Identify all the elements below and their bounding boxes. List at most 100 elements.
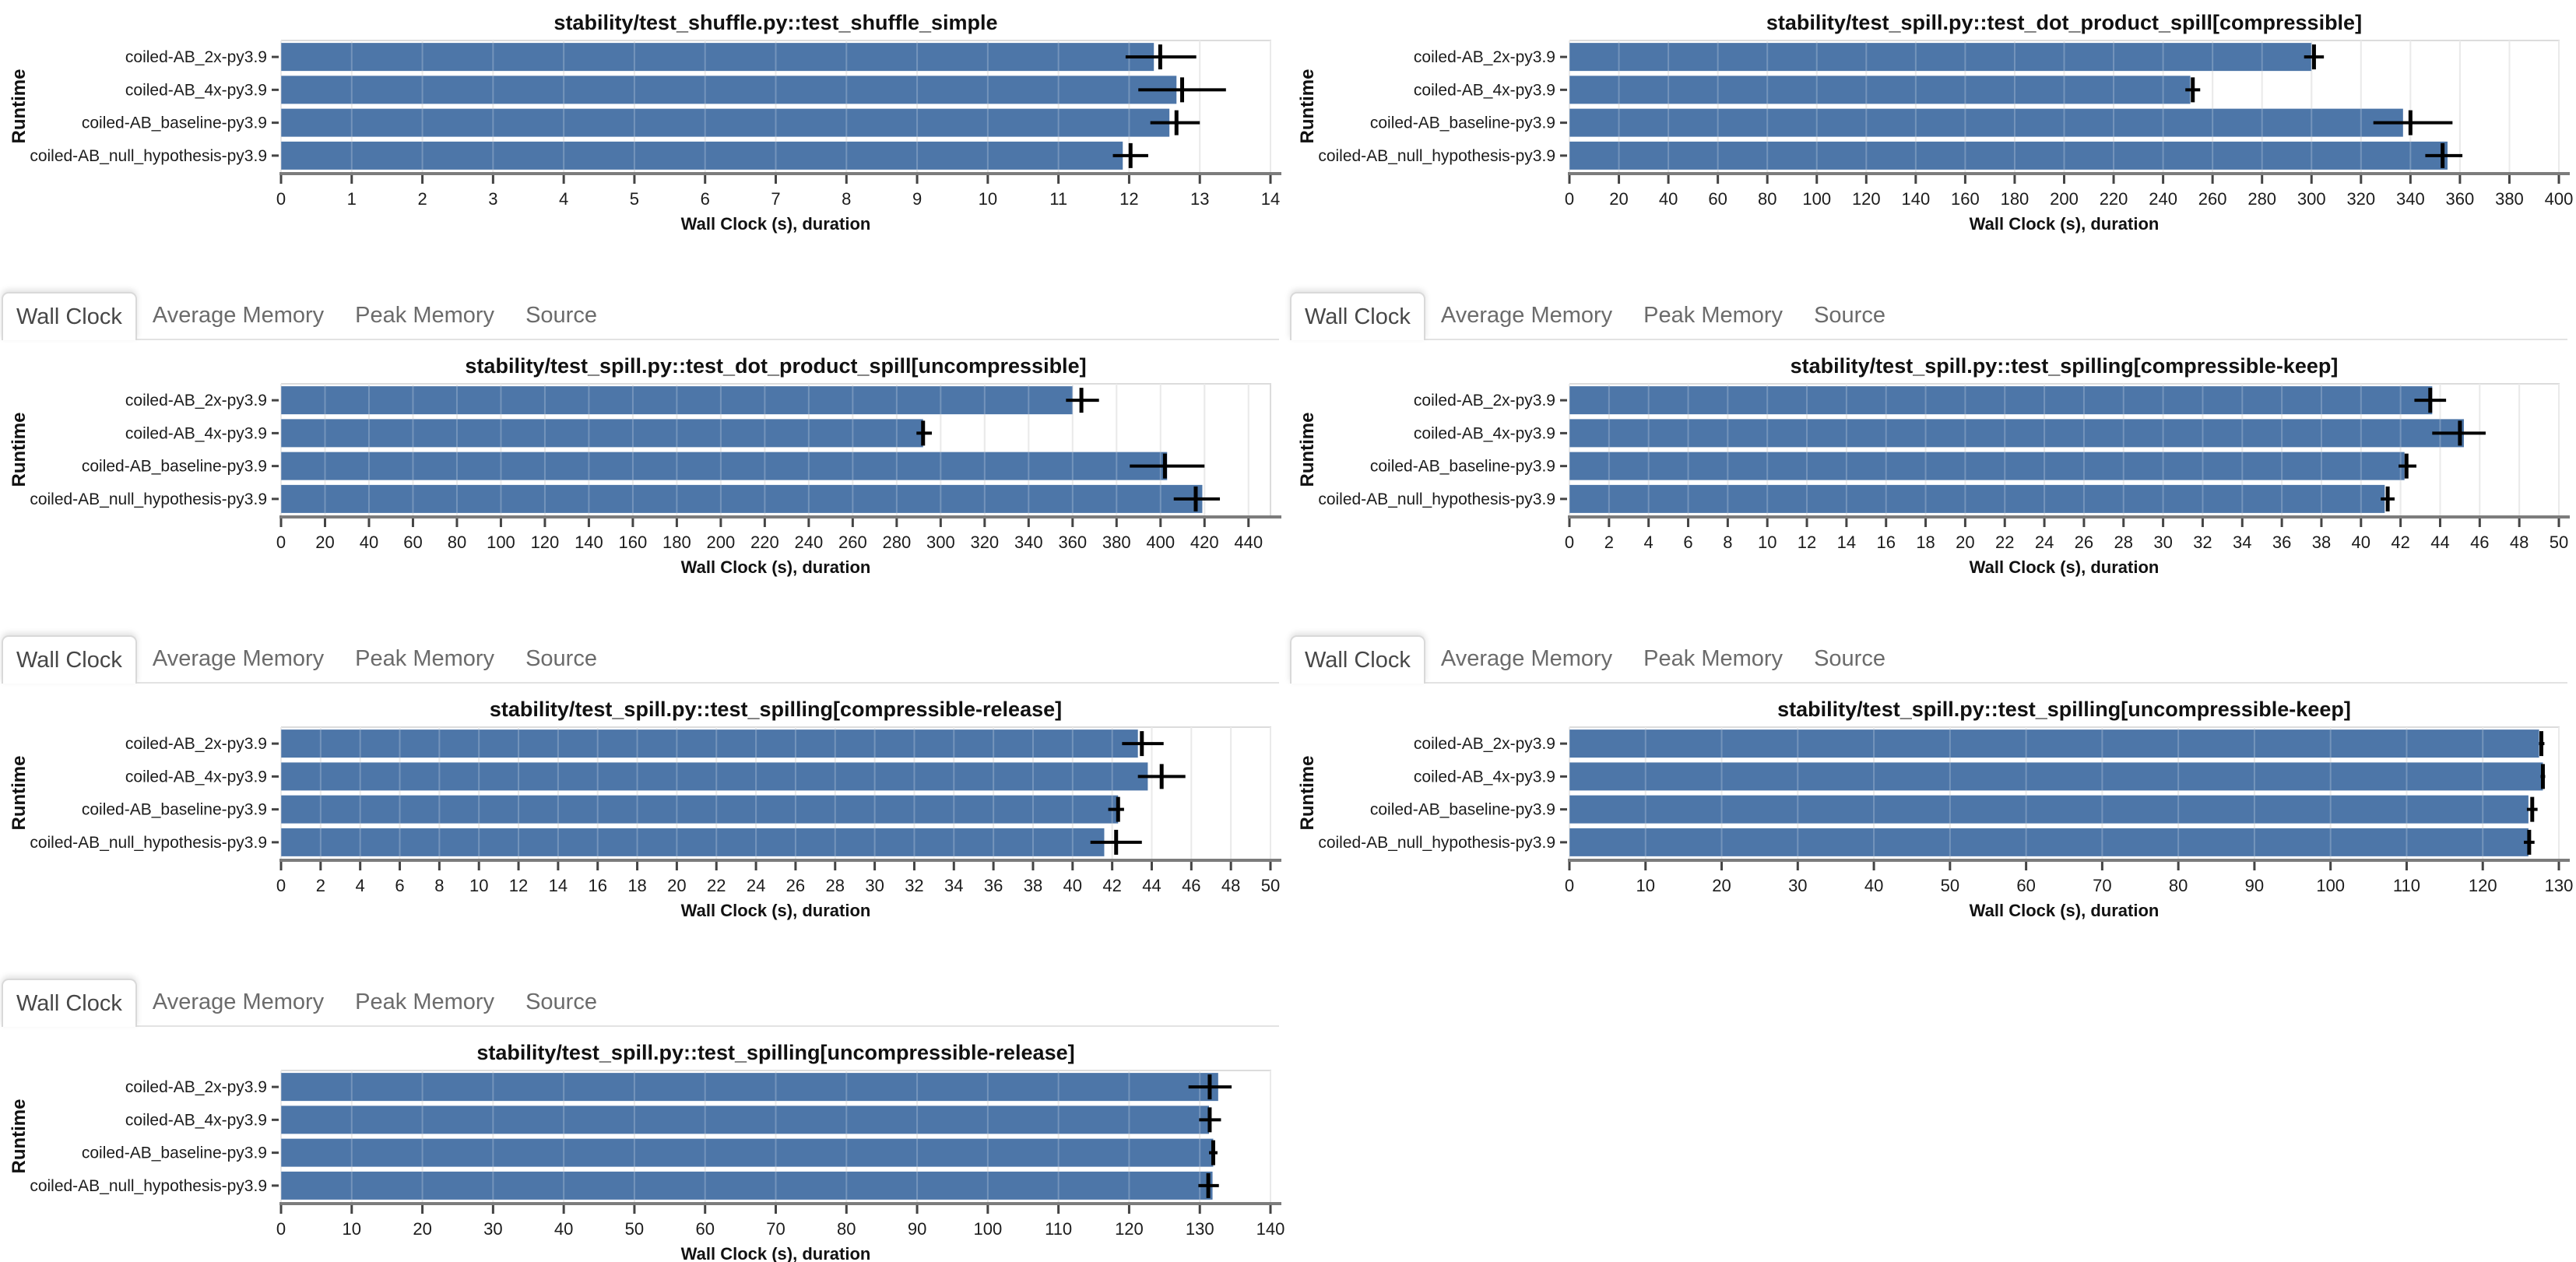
tab-peak-memory[interactable]: Peak Memory [339,979,510,1025]
metric-tabs: Wall Clock Average Memory Peak Memory Sourc… [2,292,1279,340]
tab-wall-clock[interactable]: Wall Clock [1290,292,1425,340]
tab-average-memory[interactable]: Average Memory [1425,292,1628,339]
chart-stability-test-spill-py-test-dot-product-spill-compressible: stability/test_spill.py::test_dot_produc… [1297,11,2573,234]
x-axis-ticks: 0 2 4 6 8 10 12 14 16 18 20 22 24 26 28 30 32 34 36 38 40 42 4… [1565,519,2568,552]
tab-wall-clock[interactable]: Wall Clock [2,635,137,684]
x-tick-label: 80 [837,1219,856,1239]
x-tick-label: 30 [865,876,884,895]
tab-peak-memory[interactable]: Peak Memory [1628,635,1798,682]
y-axis-ticks: coiled-AB_2x-py3.9 coiled-AB_4x-py3.9coil… [1318,392,1567,508]
tab-peak-memory[interactable]: Peak Memory [1628,292,1798,339]
x-tick-label: 60 [695,1219,714,1239]
bar-coiled-ab-null-hypothesis-py3-9 [1569,828,2529,856]
tab-wall-clock[interactable]: Wall Clock [1290,635,1425,684]
x-tick-label: 90 [908,1219,926,1239]
bar-coiled-ab-null-hypothesis-py3-9 [1569,484,2385,513]
x-tick-label: 4 [1644,533,1653,552]
x-tick-label: 140 [1901,189,1930,209]
x-tick-label: 42 [2391,533,2409,552]
x-axis-ticks: 0 1 2 3 4 5 6 7 8 9 10 11 12 13 14 [276,175,1280,209]
tab-label: Source [525,302,597,328]
x-tick-label: 8 [842,189,851,209]
x-tick-label: 70 [2093,876,2111,895]
x-tick-label: 10 [979,189,997,209]
x-tick-label: 0 [1565,533,1574,552]
bar-coiled-ab-baseline-py3-9 [281,452,1168,480]
bar-coiled-ab-2x-py3-9 [1569,43,2312,72]
plot-frame [281,383,1271,515]
tab-source[interactable]: Source [1798,635,1901,682]
x-tick-label: 10 [469,876,488,895]
x-tick-label: 46 [2470,533,2489,552]
y-tick-label: coiled-AB_4x-py3.9 [125,1111,267,1129]
tab-average-memory[interactable]: Average Memory [137,635,339,682]
bar-coiled-ab-4x-py3-9 [1569,762,2543,791]
x-tick-label: 240 [795,533,824,552]
x-tick-label: 80 [1758,189,1776,209]
x-tick-label: 0 [276,1219,286,1239]
x-tick-label: 13 [1190,189,1209,209]
x-tick-label: 34 [2233,533,2251,552]
tab-peak-memory[interactable]: Peak Memory [339,292,510,339]
x-axis-ticks: 0 20 40 60 80 100 120 140 160 180 200 220 240 260 280 3… [1565,175,2573,209]
error-bars [1090,731,1186,855]
bar-coiled-ab-baseline-py3-9 [281,1138,1214,1167]
y-axis-label: Runtime [1297,69,1318,144]
x-tick-label: 38 [2312,533,2331,552]
x-tick-label: 36 [984,876,1003,895]
metric-tabs: Wall Clock Average Memory Peak Memory Sourc… [2,635,1279,684]
x-axis-ticks: 0 2 4 6 8 10 12 14 16 18 20 22 24 26 28 30 32 34 36 38 40 42 4… [276,862,1280,895]
tab-average-memory[interactable]: Average Memory [137,979,339,1025]
x-tick-label: 340 [2396,189,2425,209]
tab-label: Source [525,989,597,1014]
chart-panel: stability/test_spill.py::test_spilling[u… [0,1030,1288,1262]
x-tick-label: 4 [559,189,568,209]
x-tick-label: 20 [315,533,334,552]
bar-coiled-ab-4x-py3-9 [281,1106,1210,1134]
x-tick-label: 100 [973,1219,1002,1239]
x-axis-label: Wall Clock (s), duration [681,214,871,234]
x-tick-label: 6 [1683,533,1692,552]
tab-source[interactable]: Source [510,979,613,1025]
x-tick-label: 3 [488,189,497,209]
x-tick-label: 10 [343,1219,361,1239]
y-tick-label: coiled-AB_4x-py3.9 [1414,424,1555,442]
y-tick-label: coiled-AB_baseline-py3.9 [1370,458,1555,476]
x-tick-label: 130 [1186,1219,1214,1239]
x-tick-label: 40 [1659,189,1678,209]
tab-label: Source [1814,645,1885,671]
x-tick-label: 140 [575,533,603,552]
bars [281,729,1148,856]
tab-source[interactable]: Source [1798,292,1901,339]
x-tick-label: 20 [1956,533,1974,552]
error-bars [1112,44,1226,168]
chart-panel: stability/test_spill.py::test_dot_produc… [1288,0,2576,237]
tab-average-memory[interactable]: Average Memory [137,292,339,339]
x-tick-label: 44 [1142,876,1161,895]
tab-peak-memory[interactable]: Peak Memory [339,635,510,682]
x-tick-label: 38 [1024,876,1042,895]
x-tick-label: 360 [2446,189,2475,209]
x-axis-ticks: 0 20 40 60 80 100 120 140 160 180 200 220 240 260 280 3… [276,519,1263,552]
y-tick-label: coiled-AB_4x-py3.9 [125,768,267,786]
tab-wall-clock[interactable]: Wall Clock [2,979,137,1027]
x-axis-label: Wall Clock (s), duration [1970,214,2160,234]
x-axis-label: Wall Clock (s), duration [681,1244,871,1262]
x-tick-label: 160 [1951,189,1980,209]
tab-label: Average Memory [1440,302,1613,328]
bar-coiled-ab-4x-py3-9 [1569,419,2464,448]
y-tick-label: coiled-AB_2x-py3.9 [1414,392,1555,410]
x-tick-label: 40 [1864,876,1883,895]
tab-label: Source [1814,302,1885,328]
x-tick-label: 40 [360,533,378,552]
x-tick-label: 280 [2247,189,2276,209]
tab-wall-clock[interactable]: Wall Clock [2,292,137,340]
y-tick-label: coiled-AB_null_hypothesis-py3.9 [1318,147,1555,165]
bar-coiled-ab-4x-py3-9 [1569,76,2191,104]
tab-source[interactable]: Source [510,635,613,682]
x-tick-label: 100 [1802,189,1831,209]
tab-average-memory[interactable]: Average Memory [1425,635,1628,682]
tab-source[interactable]: Source [510,292,613,339]
x-tick-label: 100 [487,533,515,552]
chart-title: stability/test_spill.py::test_dot_produc… [1766,11,2362,34]
